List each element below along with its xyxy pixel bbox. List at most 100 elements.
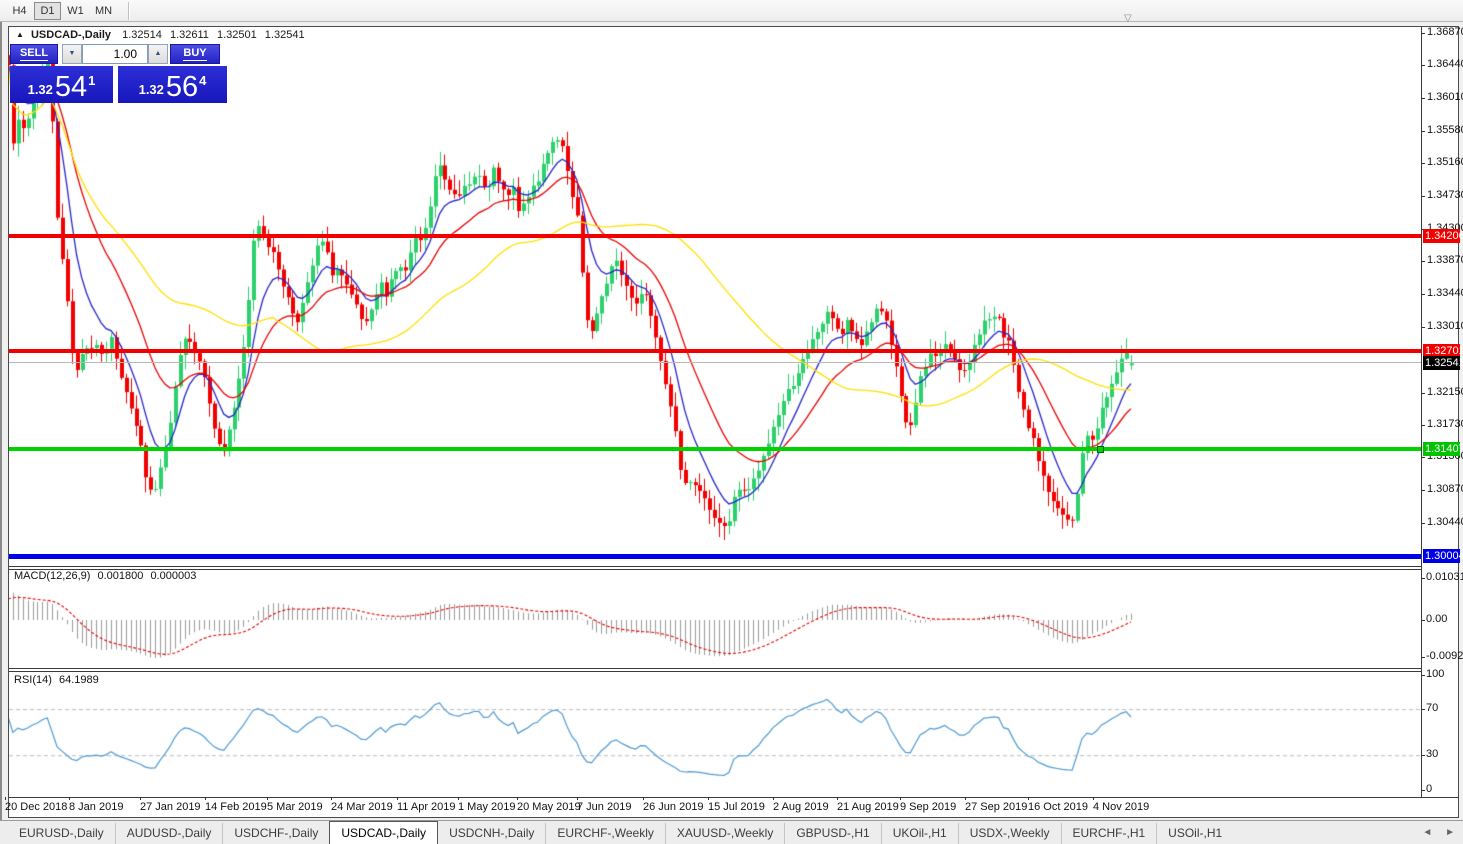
- chart-tab-ukoil[interactable]: UKOil-,H1: [880, 823, 958, 844]
- date-axis-tick: [837, 797, 838, 800]
- chart-tab-xauusd[interactable]: XAUUSD-,Weekly: [664, 823, 784, 844]
- chart-tab-audusd[interactable]: AUDUSD-,Daily: [114, 823, 223, 844]
- chart-shift-marker-icon[interactable]: ▽: [1124, 13, 1132, 24]
- tab-scroll-left-icon[interactable]: ◄: [1422, 827, 1433, 838]
- timeframe-button-mn[interactable]: MN: [94, 4, 113, 17]
- chart-tab-gbpusd[interactable]: GBPUSD-,H1: [784, 823, 880, 844]
- rsi-value: 64.1989: [58, 674, 99, 686]
- date-axis-tick: [69, 797, 70, 800]
- price-axis-tick: [1421, 327, 1425, 328]
- macd-signal-value: 0.000003: [150, 570, 197, 582]
- buy-price-display[interactable]: 1.32 56 4: [118, 66, 227, 103]
- volume-increase-button[interactable]: ▲: [148, 43, 168, 64]
- date-axis-tick: [708, 797, 709, 800]
- date-axis-label: 11 Apr 2019: [397, 801, 456, 813]
- date-axis-label: 7 Jun 2019: [577, 801, 632, 813]
- price-axis-tick: [1421, 163, 1425, 164]
- price-axis-border: [1421, 27, 1422, 797]
- rsi-axis-label: 100: [1426, 668, 1445, 680]
- chart-tab-usdcnh[interactable]: USDCNH-,Daily: [449, 826, 535, 840]
- chart-tab-usdchf[interactable]: USDCHF-,Daily: [222, 823, 329, 844]
- date-axis-label: 1 May 2019: [458, 801, 516, 813]
- chart-symbol-label: USDCAD-,Daily: [30, 29, 112, 41]
- macd-axis-label: 0.00: [1426, 613, 1448, 625]
- price-axis-tick: [1421, 261, 1425, 262]
- macd-axis-tick: [1421, 657, 1425, 658]
- rsi-axis-tick: [1421, 790, 1425, 791]
- chart-tab-eurchf[interactable]: EURCHF-,H1: [1060, 823, 1157, 844]
- buy-button[interactable]: BUY: [170, 43, 220, 64]
- sell-button[interactable]: SELL: [10, 43, 58, 64]
- date-axis-label: 24 Mar 2019: [331, 801, 393, 813]
- spinner-up-icon: ▲: [154, 50, 162, 57]
- horizontal-level-line[interactable]: [9, 362, 1421, 363]
- quote-open: 1.32514: [122, 29, 162, 41]
- date-axis-tick: [5, 797, 6, 800]
- horizontal-level-line[interactable]: [9, 349, 1421, 353]
- horizontal-level-line[interactable]: [9, 554, 1421, 559]
- panel-separator[interactable]: [9, 566, 1421, 567]
- price-axis-tick: [1421, 294, 1425, 295]
- panel-separator: [9, 671, 1421, 672]
- price-chart-canvas[interactable]: [9, 27, 1421, 796]
- price-axis-tick: [1421, 98, 1425, 99]
- chart-tab-eurusd[interactable]: EURUSD-,Daily: [19, 826, 104, 840]
- date-axis-label: 21 Aug 2019: [837, 801, 899, 813]
- price-tag: 1.32701: [1423, 344, 1463, 358]
- sell-price-display[interactable]: 1.32 54 1: [10, 66, 113, 103]
- buy-price-pip: 4: [199, 73, 207, 88]
- spinner-down-icon: ▼: [68, 50, 76, 57]
- rsi-axis-label: 0: [1426, 783, 1433, 795]
- price-axis-tick: [1421, 490, 1425, 491]
- price-tag: 1.31407: [1423, 442, 1463, 456]
- rsi-axis-tick: [1421, 709, 1425, 710]
- price-tag: 1.30004: [1423, 549, 1463, 563]
- price-axis-tick: [1421, 393, 1425, 394]
- date-axis-tick: [1028, 797, 1029, 800]
- chart-tab-usdx[interactable]: USDX-,Weekly: [957, 823, 1061, 844]
- symbol-arrow-icon: ▲: [16, 30, 24, 39]
- volume-input[interactable]: [82, 43, 148, 64]
- price-axis-label: 1.35580: [1427, 124, 1463, 136]
- price-axis-tick: [1421, 33, 1425, 34]
- price-tag: 1.32541: [1423, 356, 1463, 370]
- sell-price-base: 1.32: [27, 82, 53, 97]
- chart-tab-usoil[interactable]: USOil-,H1: [1156, 823, 1233, 844]
- macd-axis-tick: [1421, 578, 1425, 579]
- date-axis-tick: [773, 797, 774, 800]
- chart-tab-eurchf[interactable]: EURCHF-,Weekly: [545, 823, 664, 844]
- date-axis-tick: [577, 797, 578, 800]
- timeframe-toolbar: H4 D1 W1 MN: [0, 0, 1463, 22]
- price-axis-label: 1.31730: [1427, 418, 1463, 430]
- date-axis-separator: [9, 797, 1459, 798]
- level-line-handle[interactable]: [1097, 446, 1104, 453]
- one-click-trading-panel: SELL ▼ ▲ BUY 1.32 54 1 1.32 56 4: [10, 43, 228, 103]
- macd-main-value: 0.001800: [97, 570, 144, 582]
- date-axis-label: 20 Dec 2018: [5, 801, 68, 813]
- date-axis-tick: [643, 797, 644, 800]
- date-axis-label: 27 Jan 2019: [140, 801, 201, 813]
- panel-separator[interactable]: [9, 668, 1421, 669]
- price-axis-label: 1.36870: [1427, 26, 1463, 38]
- macd-axis-tick: [1421, 620, 1425, 621]
- horizontal-level-line[interactable]: [9, 447, 1421, 451]
- timeframe-button-h4[interactable]: H4: [12, 4, 27, 17]
- macd-indicator-label: MACD(12,26,9) 0.001800 0.000003: [14, 570, 197, 582]
- price-axis-label: 1.33010: [1427, 320, 1463, 332]
- price-axis-label: 1.30440: [1427, 516, 1463, 528]
- quote-low: 1.32501: [216, 29, 257, 41]
- tab-scroll-right-icon[interactable]: ►: [1445, 827, 1455, 838]
- buy-price-big: 56: [165, 71, 199, 104]
- chart-tab-usdcad[interactable]: USDCAD-,Daily: [329, 821, 439, 844]
- horizontal-level-line[interactable]: [9, 234, 1421, 238]
- date-axis-tick: [267, 797, 268, 800]
- timeframe-button-w1[interactable]: W1: [67, 4, 84, 17]
- volume-decrease-button[interactable]: ▼: [62, 43, 82, 64]
- price-axis-tick: [1421, 196, 1425, 197]
- price-axis-label: 1.36010: [1427, 91, 1463, 103]
- timeframe-button-d1[interactable]: D1: [34, 1, 61, 20]
- price-axis-label: 1.32150: [1427, 386, 1463, 398]
- toolbar-divider: [128, 1, 130, 20]
- date-axis-label: 8 Jan 2019: [69, 801, 124, 813]
- rsi-axis-tick: [1421, 675, 1425, 676]
